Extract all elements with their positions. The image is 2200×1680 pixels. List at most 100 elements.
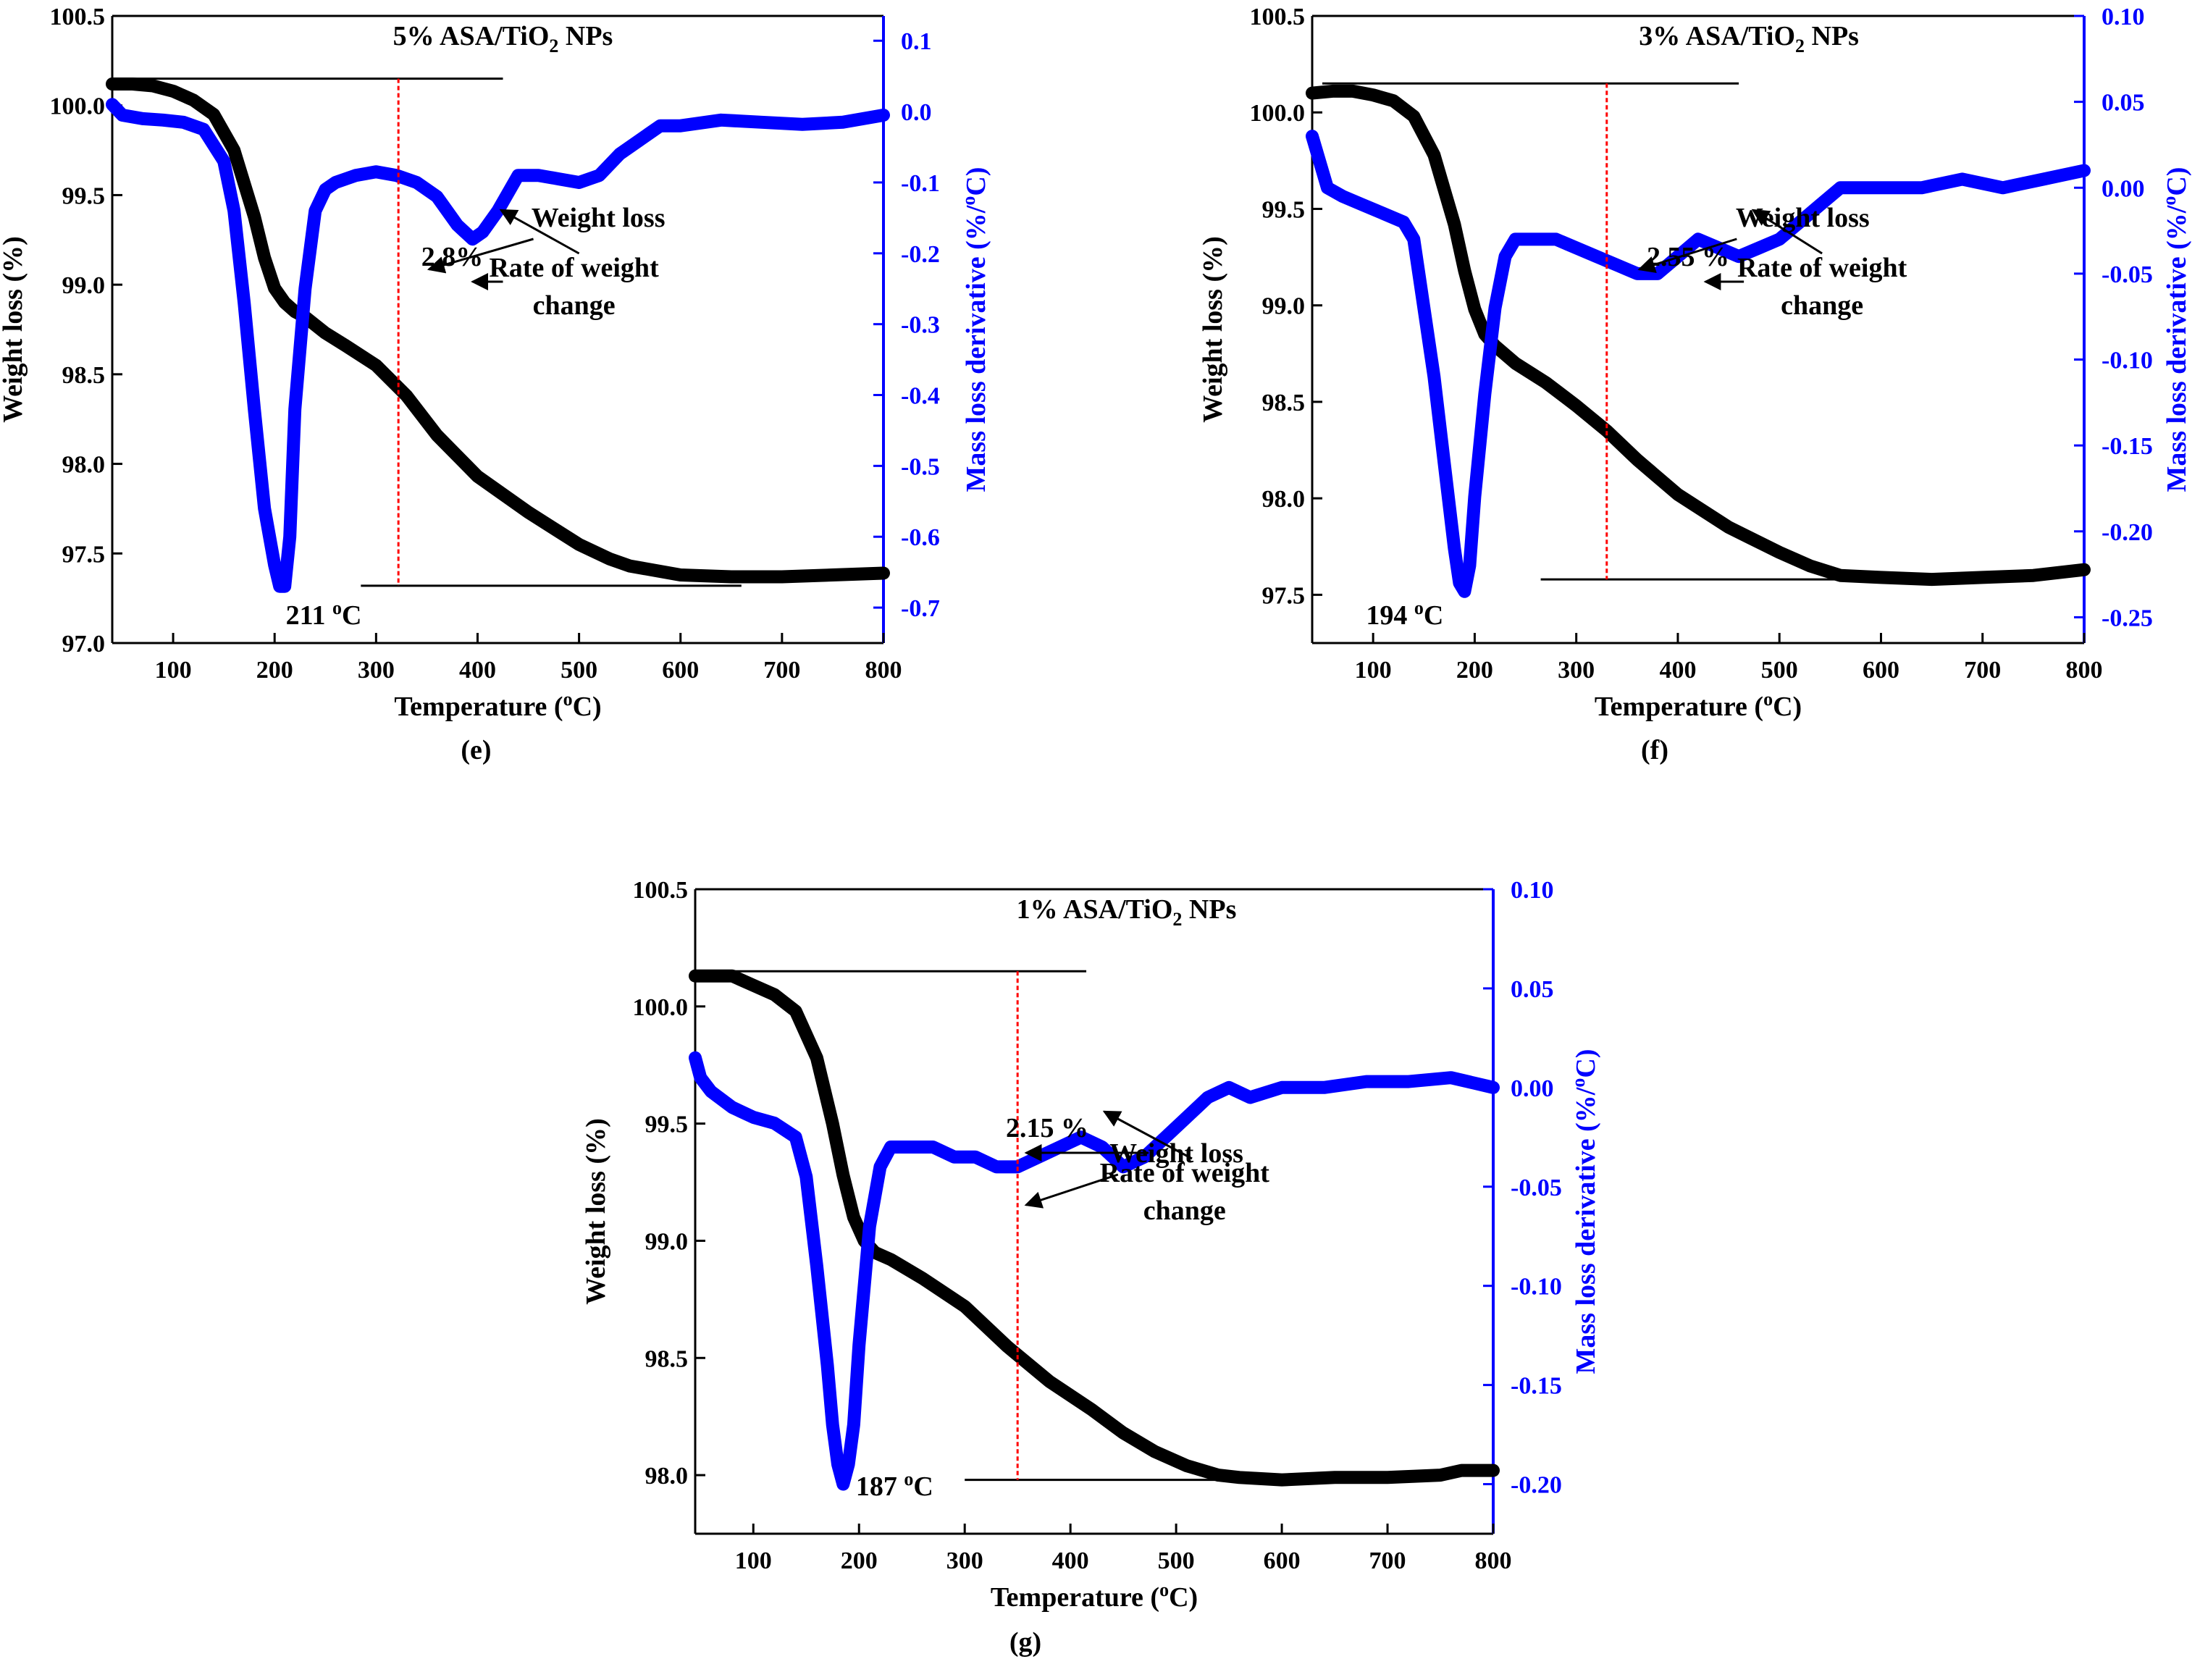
x-tick-label: 100 [735, 1547, 772, 1574]
chart-panel-1: 100 200 300 400 500 600 700 800 97.0 97.5 98.0 98.5… [0, 4, 991, 765]
x-tick-label: 300 [1558, 657, 1595, 684]
y-left-tick-label: 98.0 [645, 1463, 689, 1490]
y-right-tick-label: 0.0 [901, 99, 932, 126]
x-tick-label: 400 [1052, 1547, 1089, 1574]
x-tick-label: 600 [1863, 657, 1899, 684]
x-tick-label: 400 [1659, 657, 1696, 684]
rate-arrow [1751, 209, 1823, 255]
y-right-tick-label: -0.6 [901, 524, 940, 551]
peak-temperature-label: 187 oC [856, 1469, 933, 1502]
y-left-tick-label: 100.5 [1250, 4, 1306, 30]
sample-title: 1% ASA/TiO2 NPs [1017, 894, 1237, 930]
y-right-tick-label: -0.10 [1511, 1274, 1562, 1301]
y-left-tick-label: 99.0 [645, 1228, 689, 1255]
weight-loss-arrow [427, 238, 534, 274]
y-right-tick-label: -0.15 [1511, 1373, 1562, 1400]
x-tick-label: 500 [561, 657, 597, 684]
weight-loss-percent-label: 2.15 % [1006, 1113, 1088, 1143]
x-axis-title: Temperature (oC) [394, 689, 601, 722]
y-left-tick-label: 99.5 [1262, 196, 1306, 223]
y-right-tick-label: 0.00 [1511, 1075, 1554, 1102]
y-left-tick-label: 98.5 [1262, 390, 1306, 416]
y-left-tick-label: 100.0 [1250, 100, 1306, 127]
y-right-tick-label: -0.2 [901, 241, 940, 268]
y-left-tick-label: 100.0 [633, 994, 689, 1021]
y-right-tick-label: -0.7 [901, 595, 940, 622]
x-tick-label: 200 [1456, 657, 1493, 684]
weight-loss-percent-label: 2.55 % [1647, 242, 1729, 272]
y-left-tick-label: 98.0 [62, 452, 106, 479]
y-left-tick-label: 97.5 [1262, 582, 1306, 609]
y-left-axis-title: Weight loss (%) [581, 1118, 611, 1305]
weight-loss-arrow [1637, 238, 1737, 274]
panel-label: (g) [1009, 1627, 1041, 1658]
y-right-tick-label: 0.05 [2102, 90, 2145, 117]
x-tick-label: 100 [1355, 657, 1392, 684]
y-right-axis-title: Mass loss derivative (%/oC) [1568, 1049, 1601, 1374]
weight-loss-label: Weight loss [1736, 203, 1870, 233]
y-left-tick-label: 99.5 [62, 182, 106, 209]
x-tick-label: 300 [358, 657, 395, 684]
y-right-tick-label: 0.00 [2102, 175, 2145, 202]
weight-loss-label: Weight loss [1109, 1138, 1243, 1169]
y-left-tick-label: 100.0 [50, 93, 106, 120]
x-tick-label: 600 [1264, 1547, 1301, 1574]
x-tick-label: 400 [459, 657, 496, 684]
rate-of-weight-change-label-line2: change [533, 290, 616, 321]
y-right-tick-label: -0.15 [2102, 433, 2153, 460]
weight-loss-series-line [106, 77, 890, 584]
x-axis-title: Temperature (oC) [1595, 689, 1802, 722]
y-right-tick-label: 0.10 [2102, 4, 2145, 30]
y-right-axis-title: Mass loss derivative (%/oC) [958, 167, 991, 492]
y-right-tick-label: 0.05 [1511, 976, 1554, 1003]
peak-temperature-label: 194 oC [1366, 597, 1443, 631]
y-left-tick-label: 99.0 [62, 272, 106, 299]
y-right-tick-label: -0.05 [2102, 261, 2153, 288]
y-right-tick-label: -0.4 [901, 383, 940, 410]
y-right-tick-label: -0.10 [2102, 348, 2153, 374]
weight-loss-label: Weight loss [532, 203, 666, 233]
rate-of-weight-change-label-line2: change [1781, 290, 1863, 321]
y-left-tick-label: 98.5 [62, 362, 106, 389]
y-right-tick-label: -0.1 [901, 170, 940, 197]
rate-arrow [499, 209, 580, 255]
x-tick-label: 600 [662, 657, 699, 684]
y-right-tick-label: 0.10 [1511, 877, 1554, 904]
derivative-series-line [106, 98, 890, 593]
weight-loss-arrow [1024, 1173, 1119, 1209]
peak-temperature-label: 211 oC [286, 597, 362, 631]
x-axis-title: Temperature (oC) [991, 1579, 1198, 1613]
y-left-tick-label: 97.0 [62, 631, 106, 658]
y-right-tick-label: -0.3 [901, 312, 940, 339]
x-tick-label: 100 [155, 657, 192, 684]
chart-panel-2: 100 200 300 400 500 600 700 800 97.5 98.0 98.5 99.0… [1198, 4, 2192, 765]
x-tick-label: 800 [2066, 657, 2103, 684]
x-tick-label: 800 [865, 657, 902, 684]
derivative-series-line [1306, 130, 2091, 598]
x-tick-label: 300 [946, 1547, 983, 1574]
x-tick-label: 800 [1475, 1547, 1512, 1574]
rate-of-weight-change-label-line1: Rate of weight [1100, 1158, 1270, 1188]
x-tick-label: 200 [841, 1547, 878, 1574]
rate-of-weight-change-label-line1: Rate of weight [1737, 253, 1907, 283]
derivative-series-line [689, 1051, 1500, 1491]
panel-label: (f) [1641, 735, 1668, 765]
y-right-tick-label: -0.20 [2102, 519, 2153, 546]
y-left-tick-label: 99.5 [645, 1112, 689, 1138]
y-right-tick-label: 0.1 [901, 28, 932, 55]
y-right-tick-label: -0.20 [1511, 1472, 1562, 1499]
sample-title: 3% ASA/TiO2 NPs [1639, 21, 1859, 56]
x-tick-label: 700 [1964, 657, 2001, 684]
y-left-tick-label: 98.0 [1262, 486, 1306, 513]
y-left-tick-label: 98.5 [645, 1345, 689, 1372]
x-tick-label: 700 [1369, 1547, 1406, 1574]
y-left-tick-label: 99.0 [1262, 293, 1306, 320]
rate-of-weight-change-label-line1: Rate of weight [489, 253, 659, 283]
y-left-tick-label: 100.5 [633, 877, 689, 904]
x-tick-label: 700 [763, 657, 800, 684]
y-right-tick-label: -0.5 [901, 453, 940, 480]
rate-of-weight-change-label-line2: change [1143, 1196, 1226, 1226]
y-left-tick-label: 97.5 [62, 541, 106, 568]
chart-panel-3: 100 200 300 400 500 600 700 800 98.0 98.5 99.0 99.5… [581, 877, 1601, 1658]
